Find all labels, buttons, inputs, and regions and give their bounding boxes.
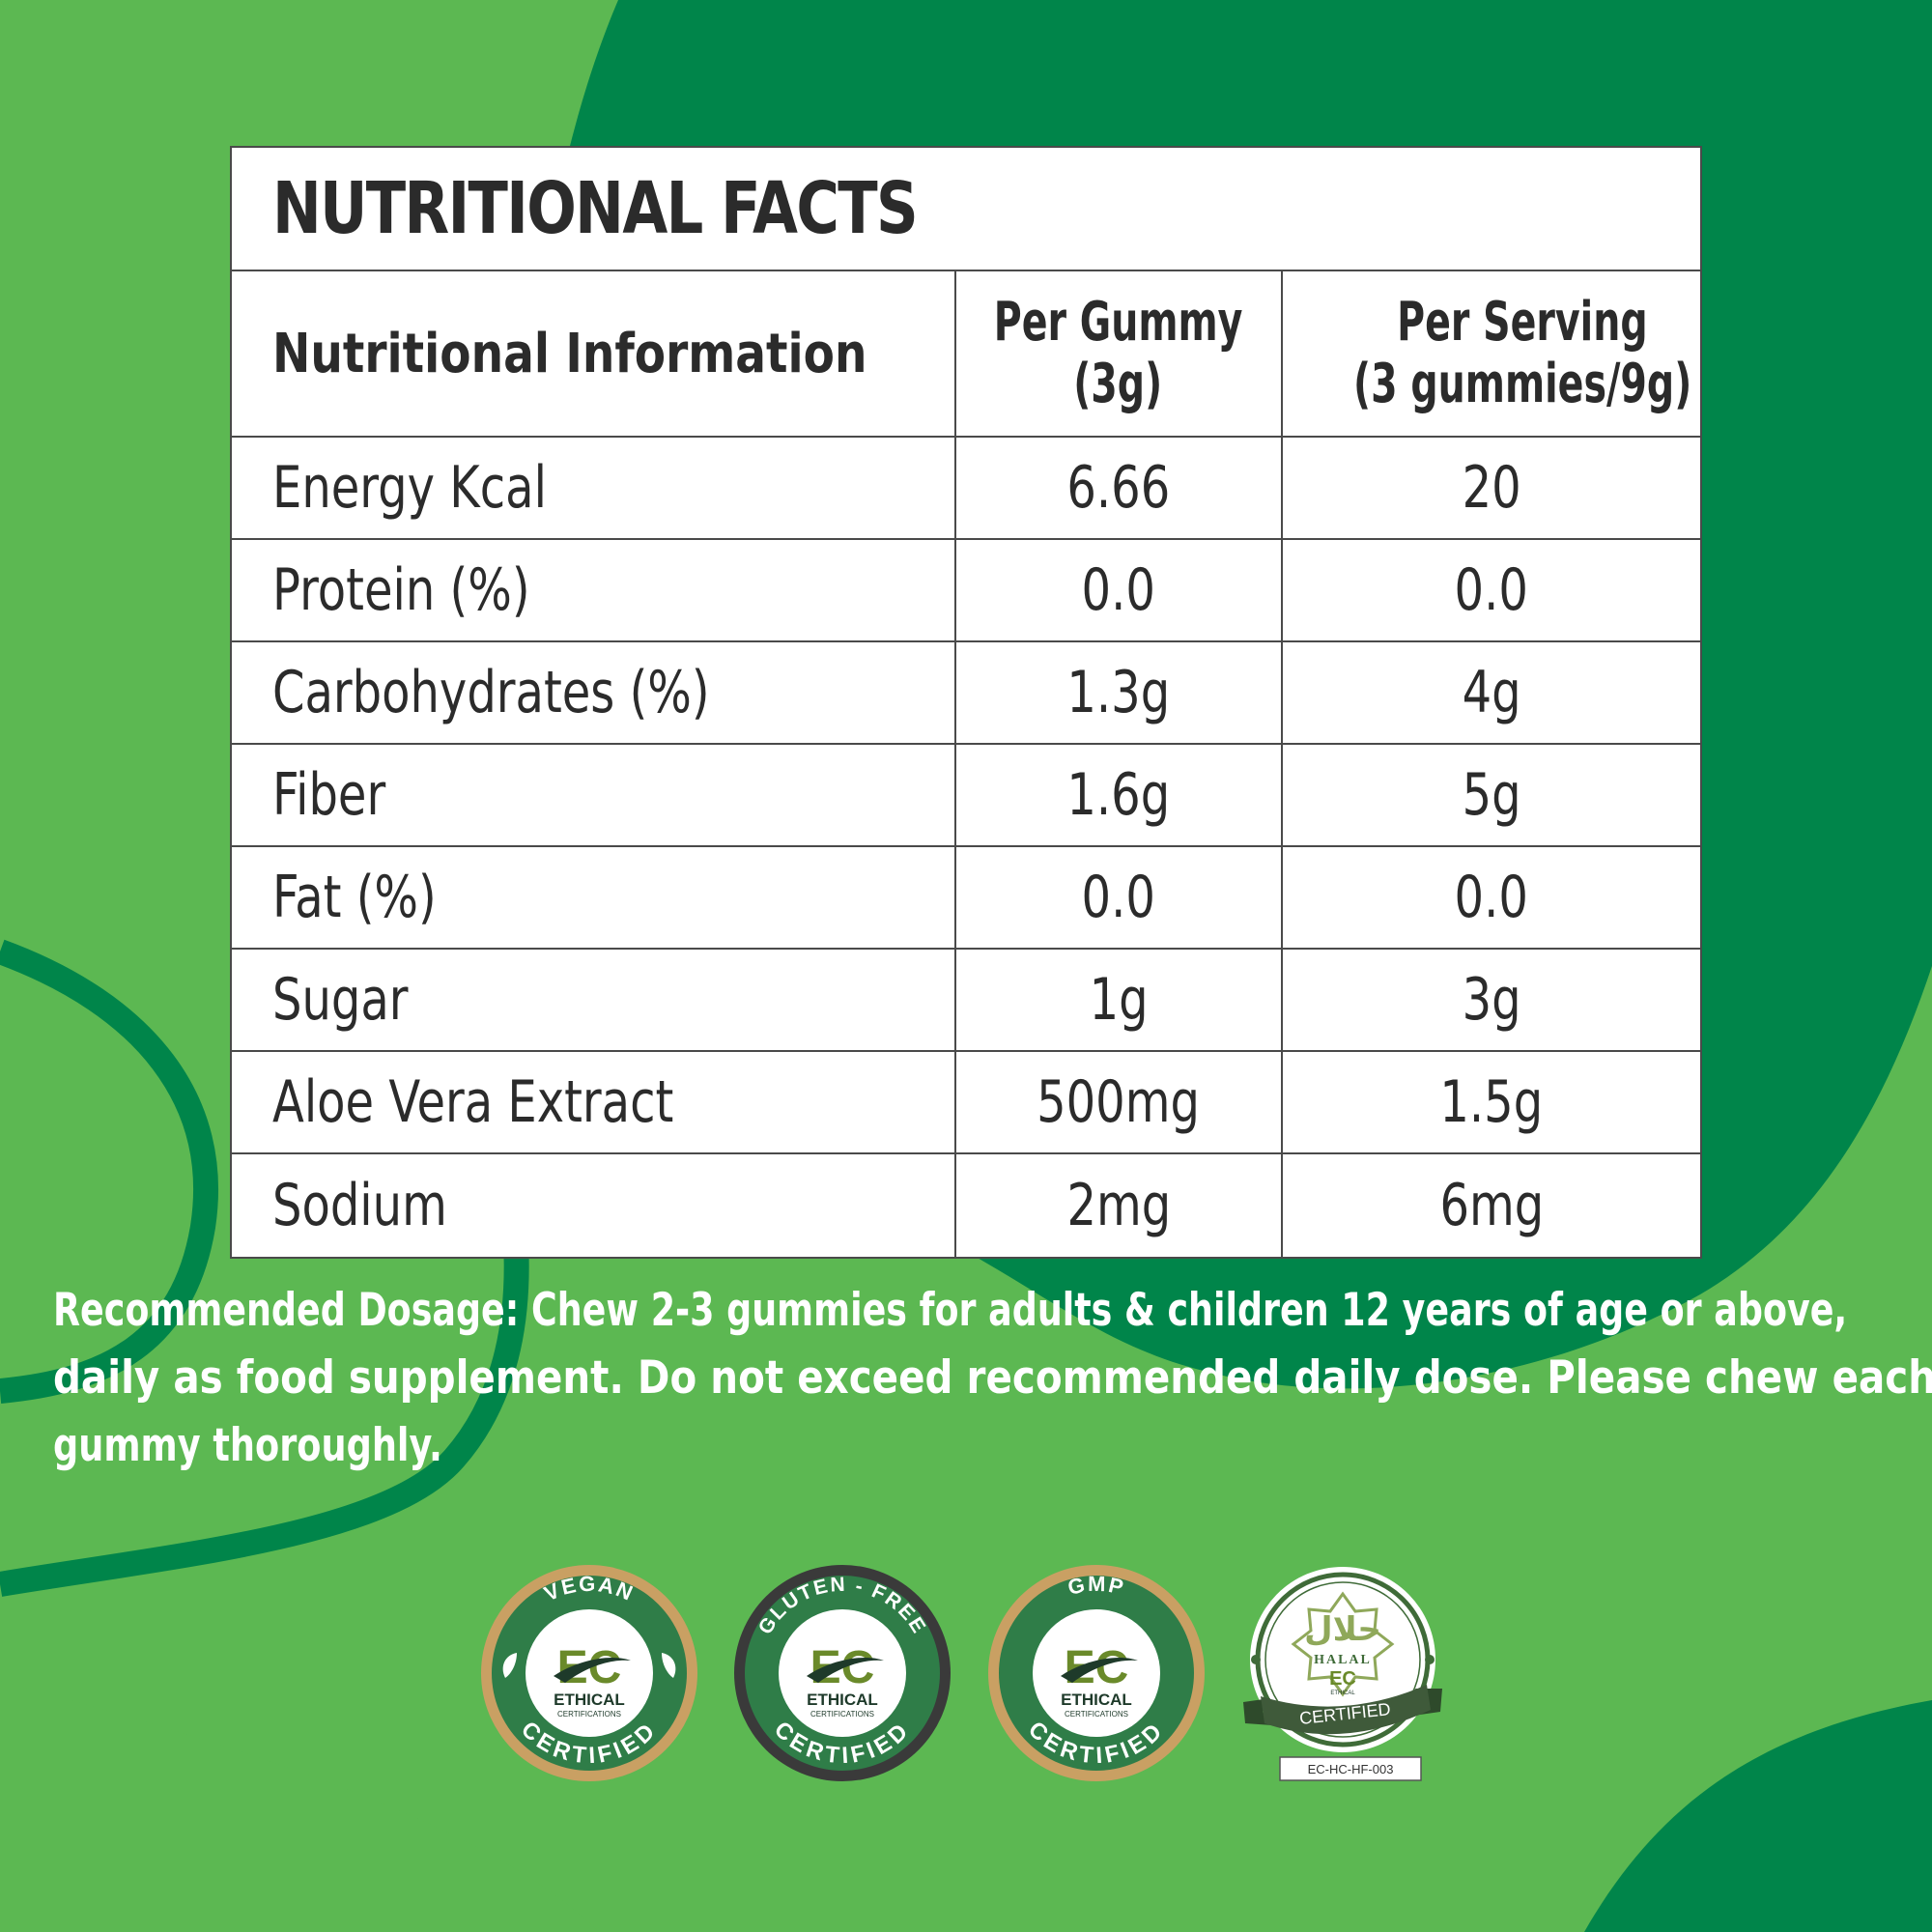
gluten-free-certified-badge: GLUTEN - FREE CERTIFIED EC ETHICAL CERTI…: [734, 1565, 951, 1781]
nutrient-name-text: Fiber: [272, 761, 386, 829]
per-serving-value-text: 0.0: [1454, 864, 1529, 931]
per-gummy-value-text: 500mg: [1037, 1068, 1201, 1136]
per-serving-value-text: 6mg: [1439, 1172, 1544, 1239]
per-gummy-value-text: 0.0: [1081, 556, 1156, 624]
table-row: Carbohydrates (%) 1.3g 4g: [232, 642, 1700, 745]
header-nutritional-information: Nutritional Information: [232, 271, 956, 436]
per-gummy-value: 0.0: [956, 540, 1283, 640]
halal-arabic-text: حلال: [1304, 1610, 1381, 1649]
per-gummy-value: 0.0: [956, 847, 1283, 948]
halal-text: HALAL: [1314, 1653, 1372, 1667]
per-serving-value-text: 0.0: [1454, 556, 1529, 624]
table-title-text: NUTRITIONAL FACTS: [272, 167, 919, 250]
nutrient-name: Sugar: [232, 950, 956, 1050]
header-col1-label: Nutritional Information: [272, 322, 867, 385]
per-gummy-value: 1.3g: [956, 642, 1283, 743]
recommended-dosage-text: Recommended Dosage: Chew 2-3 gummies for…: [53, 1277, 1932, 1480]
per-serving-value-text: 4g: [1462, 659, 1521, 726]
nutrition-facts-table: NUTRITIONAL FACTS Nutritional Informatio…: [230, 146, 1702, 1259]
per-serving-value: 4g: [1283, 642, 1700, 743]
swoosh-icon: [807, 1657, 884, 1683]
per-gummy-value: 1g: [956, 950, 1283, 1050]
dosage-line-3: gummy thoroughly.: [53, 1419, 442, 1472]
halal-certified-badge: حلال HALAL EC ETHICAL CERTIFIED EC-HC-HF…: [1243, 1567, 1442, 1781]
per-serving-value: 3g: [1283, 950, 1700, 1050]
per-serving-value: 20: [1283, 438, 1700, 538]
nutrient-name-text: Fat (%): [272, 864, 437, 931]
nutrient-name-text: Protein (%): [272, 556, 530, 624]
table-row: Sugar 1g 3g: [232, 950, 1700, 1052]
nutrient-name-text: Aloe Vera Extract: [272, 1068, 674, 1136]
table-row: Sodium 2mg 6mg: [232, 1154, 1700, 1257]
per-gummy-value-text: 1.3g: [1066, 659, 1171, 726]
header-col2-line2: (3g): [1074, 353, 1163, 415]
table-row: Aloe Vera Extract 500mg 1.5g: [232, 1052, 1700, 1154]
header-per-serving: Per Serving (3 gummies/9g): [1283, 271, 1762, 436]
header-col2-line1: Per Gummy: [994, 290, 1243, 354]
table-row: Protein (%) 0.0 0.0: [232, 540, 1700, 642]
dosage-line-2: daily as food supplement. Do not exceed …: [53, 1351, 1932, 1405]
per-gummy-value: 2mg: [956, 1154, 1283, 1257]
table-row: Fat (%) 0.0 0.0: [232, 847, 1700, 950]
per-gummy-value: 6.66: [956, 438, 1283, 538]
header-col3-label: Per Serving (3 gummies/9g): [1321, 290, 1724, 416]
dosage-line-1: Recommended Dosage: Chew 2-3 gummies for…: [53, 1284, 1848, 1337]
ribbon: [1261, 1685, 1431, 1735]
table-title: NUTRITIONAL FACTS: [232, 148, 1700, 271]
badge-brand: ETHICAL: [1330, 1690, 1355, 1696]
header-col3-line1: Per Serving: [1397, 290, 1648, 354]
per-serving-value: 0.0: [1283, 847, 1700, 948]
badge-top-text: GMP: [1065, 1572, 1125, 1600]
vegan-certified-badge: VEGAN CERTIFIED EC ETHICAL CERTIFICATION…: [481, 1565, 697, 1781]
svg-text:GMP: GMP: [1065, 1572, 1127, 1600]
table-row: Energy Kcal 6.66 20: [232, 438, 1700, 540]
nutrient-name: Fiber: [232, 745, 956, 845]
badge-brand-sub: CERTIFICATIONS: [810, 1710, 874, 1719]
per-gummy-value-text: 0.0: [1081, 864, 1156, 931]
nutrient-name: Energy Kcal: [232, 438, 956, 538]
per-serving-value: 0.0: [1283, 540, 1700, 640]
nutrient-name-text: Sugar: [272, 966, 409, 1034]
leaf-icon: [662, 1653, 676, 1678]
per-serving-value: 1.5g: [1283, 1052, 1700, 1152]
swoosh-icon: [554, 1657, 631, 1683]
nutrient-name: Fat (%): [232, 847, 956, 948]
per-serving-value-text: 5g: [1462, 761, 1521, 829]
nutrient-name: Carbohydrates (%): [232, 642, 956, 743]
nutrient-name: Protein (%): [232, 540, 956, 640]
badge-brand-sub: CERTIFICATIONS: [1065, 1710, 1128, 1719]
nutrient-name: Aloe Vera Extract: [232, 1052, 956, 1152]
per-serving-value-text: 1.5g: [1439, 1068, 1544, 1136]
table-header-row: Nutritional Information Per Gummy (3g) Pe…: [232, 271, 1700, 438]
certificate-code-box: [1279, 1756, 1422, 1781]
header-per-gummy: Per Gummy (3g): [956, 271, 1283, 436]
gmp-certified-badge: GMP CERTIFIED EC ETHICAL CERTIFICATIONS: [988, 1565, 1205, 1781]
nutrient-name: Sodium: [232, 1154, 956, 1257]
badge-brand: ETHICAL: [807, 1690, 878, 1709]
per-gummy-value-text: 1.6g: [1066, 761, 1171, 829]
per-gummy-value: 1.6g: [956, 745, 1283, 845]
nutrient-name-text: Energy Kcal: [272, 454, 547, 522]
badge-brand: ETHICAL: [554, 1690, 625, 1709]
header-col3-line2: (3 gummies/9g): [1353, 353, 1692, 415]
badge-brand-sub: CERTIFICATIONS: [557, 1710, 621, 1719]
per-gummy-value-text: 6.66: [1066, 454, 1171, 522]
ec-logo-icon: EC: [1329, 1668, 1356, 1690]
certificate-code: EC-HC-HF-003: [1308, 1762, 1394, 1776]
per-serving-value-text: 3g: [1462, 966, 1521, 1034]
per-gummy-value-text: 2mg: [1066, 1172, 1171, 1239]
badge-brand: ETHICAL: [1061, 1690, 1132, 1709]
header-col2-label: Per Gummy (3g): [971, 290, 1267, 416]
swoosh-icon: [1061, 1657, 1138, 1683]
leaf-icon: [502, 1653, 517, 1678]
per-serving-value: 6mg: [1283, 1154, 1700, 1257]
nutrient-name-text: Carbohydrates (%): [272, 659, 710, 726]
per-gummy-value: 500mg: [956, 1052, 1283, 1152]
table-row: Fiber 1.6g 5g: [232, 745, 1700, 847]
per-serving-value: 5g: [1283, 745, 1700, 845]
per-gummy-value-text: 1g: [1089, 966, 1149, 1034]
per-serving-value-text: 20: [1462, 454, 1521, 522]
nutrient-name-text: Sodium: [272, 1172, 447, 1239]
